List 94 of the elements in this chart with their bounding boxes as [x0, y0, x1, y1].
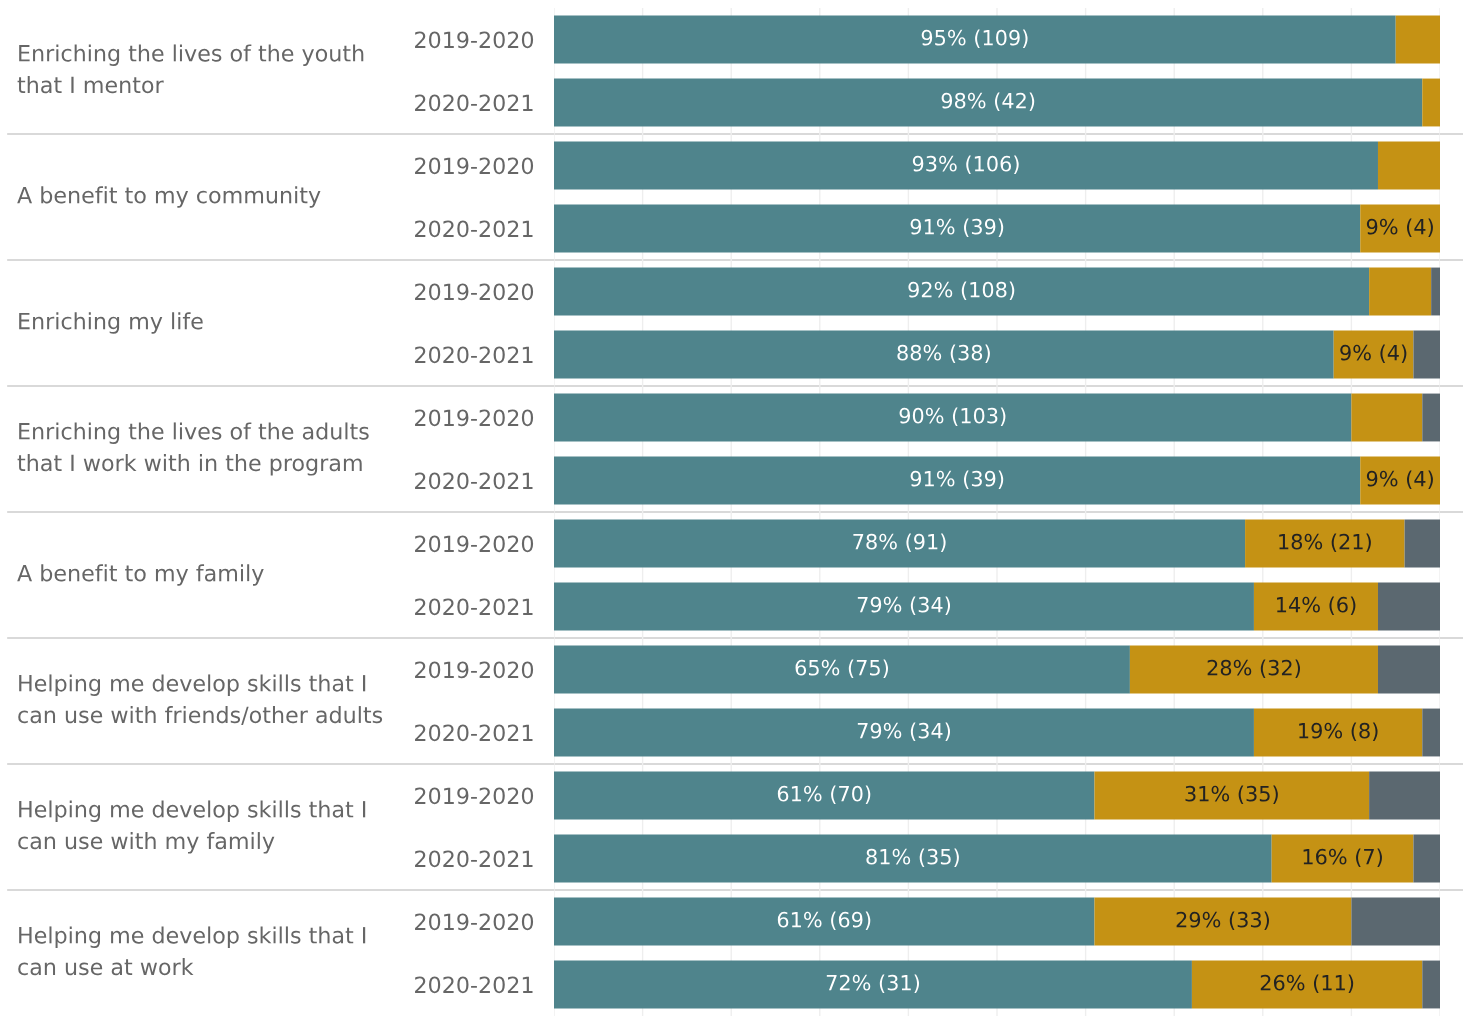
data-label: 61% (70): [777, 785, 871, 804]
data-label: 91% (39): [910, 218, 1004, 237]
data-label: 18% (21): [1279, 533, 1371, 552]
bar: [1377, 582, 1440, 631]
bar: [1271, 834, 1414, 883]
y-tick-label: 2020-2021: [415, 724, 533, 742]
bar: [1422, 78, 1440, 127]
y-tick-label: 2019-2020: [415, 283, 534, 301]
data-label: 95% (109): [921, 29, 1028, 48]
y-tick-label: 2020-2021: [415, 220, 533, 238]
bar: [1245, 519, 1405, 568]
bar: [1377, 141, 1440, 190]
data-label: 90% (103): [899, 407, 1006, 426]
bar: [554, 582, 1254, 631]
data-label: 28% (32): [1207, 659, 1300, 678]
bar: [1253, 582, 1378, 631]
text: Enriching the lives of the youth that I mentor: [17, 44, 364, 94]
bar: [1360, 204, 1440, 253]
text: Enriching my life: [19, 312, 203, 334]
bar: [554, 204, 1361, 253]
bar: [554, 519, 1246, 568]
data-label: 91% (39): [910, 470, 1004, 489]
bar: [1191, 960, 1423, 1009]
data-label: 9% (4): [1340, 344, 1407, 363]
data-label: 78% (91): [853, 533, 946, 552]
data-label: 92% (108): [908, 281, 1015, 300]
data-label: 31% (35): [1185, 785, 1278, 804]
data-label: 9% (4): [1366, 218, 1433, 237]
text: Helping me develop skills that I can use with my family: [18, 800, 366, 854]
y-tick-label: 2019-2020: [415, 787, 534, 805]
y-tick-label: 2020-2021: [415, 346, 533, 364]
y-tick-label: 2020-2021: [415, 850, 533, 868]
bar: [1351, 897, 1440, 946]
bar: [554, 708, 1254, 757]
bar: [1369, 771, 1440, 820]
data-label: 14% (6): [1277, 596, 1356, 615]
bar: [554, 15, 1396, 64]
bar: [1413, 834, 1440, 883]
data-label: 26% (11): [1260, 974, 1354, 993]
bar: [1369, 267, 1432, 316]
bar: [554, 330, 1334, 379]
bar: [554, 456, 1361, 505]
text: Enriching the lives of the adults that I work with in the program: [17, 422, 369, 476]
data-label: 19% (8): [1299, 722, 1378, 741]
bar: [1094, 771, 1370, 820]
bar: [1413, 330, 1440, 379]
bar: [1333, 330, 1414, 379]
bar: [554, 834, 1272, 883]
data-label: 65% (75): [795, 659, 889, 678]
data-label: 81% (35): [866, 848, 959, 867]
bar: [1094, 897, 1352, 946]
data-label: 79% (34): [857, 596, 951, 615]
y-tick-label: 2019-2020: [415, 913, 534, 931]
bar: [554, 267, 1370, 316]
text: Helping me develop skills that I can use with friends/other adults: [18, 674, 383, 726]
text: A benefit to my community: [17, 186, 321, 208]
text: A benefit to my family: [17, 564, 264, 586]
y-tick-label: 2020-2021: [415, 94, 533, 112]
text: Helping me develop skills that I can use at work: [18, 926, 366, 976]
y-tick-label: 2020-2021: [415, 472, 533, 490]
bar: [554, 897, 1095, 946]
bar: [1360, 456, 1440, 505]
bar: [1422, 708, 1440, 757]
data-label: 79% (34): [857, 722, 951, 741]
data-label: 29% (33): [1176, 911, 1269, 930]
data-label: 98% (42): [941, 92, 1035, 111]
data-label: 16% (7): [1303, 848, 1382, 867]
bar: [1395, 15, 1440, 64]
y-tick-label: 2020-2021: [415, 976, 533, 994]
y-tick-label: 2019-2020: [415, 409, 534, 427]
bar: [1404, 519, 1440, 568]
data-label: 88% (38): [897, 344, 990, 363]
bar: [1431, 267, 1440, 316]
data-label: 9% (4): [1366, 470, 1433, 489]
bar: [554, 771, 1095, 820]
data-label: 72% (31): [826, 974, 920, 993]
y-tick-label: 2019-2020: [415, 535, 534, 553]
y-tick-label: 2019-2020: [415, 31, 534, 49]
bar: [554, 78, 1423, 127]
bar: [1422, 393, 1440, 442]
bar: [1129, 645, 1378, 694]
y-tick-label: 2020-2021: [415, 598, 533, 616]
bar: [554, 393, 1352, 442]
data-label: 93% (106): [912, 155, 1019, 174]
bar: [1377, 645, 1440, 694]
y-tick-label: 2019-2020: [415, 661, 534, 679]
bar: [1253, 708, 1423, 757]
bar: [554, 141, 1378, 190]
y-tick-label: 2019-2020: [415, 157, 534, 175]
bar: [1422, 960, 1440, 1009]
bar: [554, 645, 1130, 694]
bar: [554, 960, 1192, 1009]
data-label: 61% (69): [777, 911, 871, 930]
bar: [1351, 393, 1423, 442]
